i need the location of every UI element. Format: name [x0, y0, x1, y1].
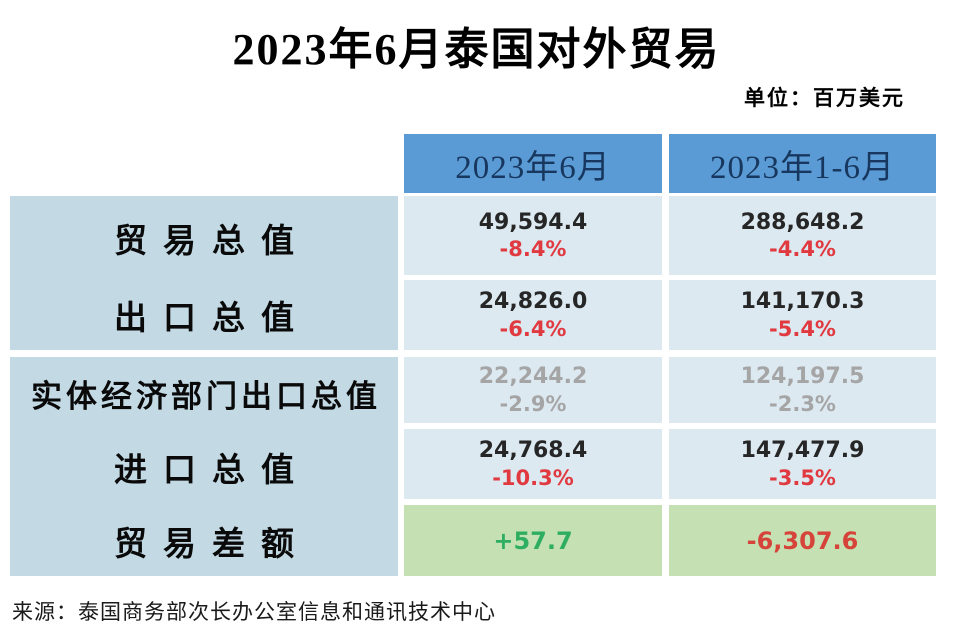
cell-value: 49,594.4: [478, 209, 588, 235]
cell-change: -8.4%: [499, 237, 567, 262]
row-label-trade-balance: 贸易差额: [114, 526, 310, 563]
cell-value: 124,197.5: [740, 364, 865, 390]
value-cell: 22,244.2 -2.9%: [404, 357, 662, 423]
cell-value: 24,826.0: [478, 289, 588, 315]
trade-table: 2023年6月 2023年1-6月 贸易总值 出口总值 实体经济部门出口总值 进…: [10, 134, 936, 576]
value-cell: 24,826.0 -6.4%: [404, 280, 662, 350]
cell-change: -3.5%: [769, 465, 836, 490]
cell-value: +57.7: [493, 526, 573, 555]
cell-change: -2.9%: [499, 391, 567, 416]
cell-value: -6,307.6: [746, 526, 859, 555]
column-header-jan-june: 2023年1-6月: [669, 134, 936, 193]
row-label-total-exports: 出口总值: [114, 301, 310, 337]
value-cell: 49,594.4 -8.4%: [404, 196, 662, 275]
cell-change: -4.4%: [769, 237, 836, 262]
value-cell: 288,648.2 -4.4%: [669, 196, 936, 275]
label-block-bottom: 实体经济部门出口总值 进口总值 贸易差额: [10, 357, 398, 576]
unit-label: 单位：百万美元: [744, 86, 905, 110]
cell-value: 288,648.2: [740, 209, 865, 235]
trade-balance-cell: -6,307.6: [669, 505, 936, 576]
cell-value: 24,768.4: [478, 438, 588, 464]
page-title: 2023年6月泰国对外贸易: [232, 25, 721, 74]
row-label-column: 贸易总值 出口总值 实体经济部门出口总值 进口总值 贸易差额: [10, 196, 398, 576]
cell-change: -10.3%: [492, 465, 574, 490]
trade-balance-cell: +57.7: [404, 505, 662, 576]
cell-change: -2.3%: [769, 391, 836, 416]
source-note: 来源：泰国商务部次长办公室信息和通讯技术中心: [12, 600, 496, 624]
table-body: 贸易总值 出口总值 实体经济部门出口总值 进口总值 贸易差额 49,594.4 …: [10, 196, 936, 576]
row-label-real-sector-exports: 实体经济部门出口总值: [31, 378, 381, 414]
cell-change: -5.4%: [769, 316, 836, 341]
cell-value: 147,477.9: [740, 438, 865, 464]
value-column-june: 49,594.4 -8.4% 24,826.0 -6.4% 22,244.2 -…: [404, 196, 662, 576]
cell-value: 141,170.3: [740, 289, 865, 315]
row-label-total-imports: 进口总值: [114, 453, 310, 489]
label-block-top: 贸易总值 出口总值: [10, 196, 398, 350]
value-cell: 147,477.9 -3.5%: [669, 429, 936, 499]
cell-change: -6.4%: [499, 316, 567, 341]
value-cell: 141,170.3 -5.4%: [669, 280, 936, 350]
value-column-jan-june: 288,648.2 -4.4% 141,170.3 -5.4% 124,197.…: [669, 196, 936, 576]
table-header-row: 2023年6月 2023年1-6月: [404, 134, 936, 193]
column-header-june: 2023年6月: [404, 134, 662, 193]
row-label-total-trade: 贸易总值: [114, 224, 310, 260]
value-cell: 124,197.5 -2.3%: [669, 357, 936, 423]
cell-value: 22,244.2: [478, 364, 588, 390]
value-cell: 24,768.4 -10.3%: [404, 429, 662, 499]
